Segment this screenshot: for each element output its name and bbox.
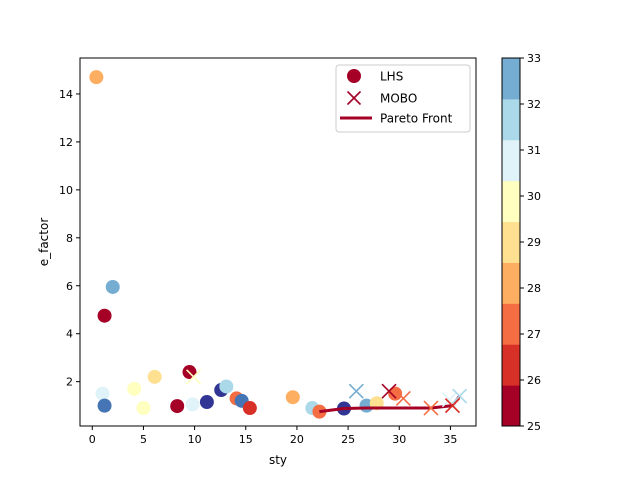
- colorbar-tick-label: 32: [527, 98, 541, 111]
- lhs-point: [105, 279, 120, 294]
- colorbar-band: [502, 221, 520, 263]
- colorbar-tick-label: 29: [527, 236, 541, 249]
- legend-mobo-label: MOBO: [380, 92, 417, 106]
- lhs-point: [219, 379, 234, 394]
- colorbar-band: [502, 344, 520, 386]
- mobo-point: [348, 383, 364, 399]
- x-axis-label: sty: [269, 453, 287, 467]
- y-tick-label: 4: [66, 328, 73, 341]
- mobo-point: [381, 383, 397, 399]
- x-axis-ticks: 0 5 10 15 20 25 30 35: [89, 426, 457, 446]
- colorbar-band: [502, 58, 520, 100]
- colorbar: 25 26 27 28 29 30 31 32 33: [501, 52, 541, 433]
- y-tick-label: 14: [59, 88, 73, 101]
- lhs-point: [136, 401, 151, 416]
- lhs-point: [170, 399, 185, 414]
- mobo-point: [423, 400, 439, 416]
- colorbar-tick-label: 25: [527, 420, 541, 433]
- x-tick-label: 20: [290, 433, 304, 446]
- legend-pareto-label: Pareto Front: [380, 112, 453, 126]
- x-tick-label: 30: [392, 433, 406, 446]
- colorbar-band: [502, 139, 520, 182]
- colorbar-band: [502, 98, 520, 141]
- y-axis-label: e_factor: [37, 218, 51, 267]
- colorbar-band: [502, 262, 520, 304]
- lhs-point: [199, 395, 214, 410]
- legend-mobo-marker: [346, 90, 362, 106]
- lhs-point: [185, 397, 200, 412]
- y-tick-label: 6: [66, 280, 73, 293]
- y-tick-label: 12: [59, 136, 73, 149]
- mobo-point: [444, 398, 461, 414]
- lhs-point: [285, 390, 300, 405]
- y-axis-ticks: 2 4 6 8 10 12 14: [59, 88, 80, 389]
- lhs-point: [97, 398, 112, 413]
- lhs-point: [147, 369, 162, 384]
- x-tick-label: 0: [89, 433, 96, 446]
- y-tick-label: 8: [66, 232, 73, 245]
- mobo-point: [395, 390, 411, 406]
- x-tick-label: 25: [341, 433, 355, 446]
- colorbar-tick-label: 26: [527, 374, 541, 387]
- x-tick-label: 5: [140, 433, 147, 446]
- lhs-point: [388, 386, 403, 401]
- legend-lhs-label: LHS: [380, 70, 403, 84]
- colorbar-tick-label: 28: [527, 282, 541, 295]
- y-tick-label: 2: [66, 376, 73, 389]
- colorbar-band: [502, 303, 520, 345]
- x-tick-label: 35: [443, 433, 457, 446]
- axes-frame: [79, 57, 477, 427]
- colorbar-tick-label: 27: [527, 328, 541, 341]
- legend-box: [335, 64, 471, 133]
- mobo-point: [452, 388, 468, 404]
- colorbar-tick-label: 33: [527, 52, 541, 65]
- colorbar-band: [502, 180, 520, 223]
- mobo-point: [186, 369, 202, 385]
- lhs-point: [242, 401, 257, 416]
- colorbar-band: [502, 385, 520, 427]
- lhs-point: [127, 381, 142, 396]
- lhs-point: [97, 308, 112, 323]
- plot-area: 0 5 10 15 20 25 30 35 2 4 6 8 10 12 14 sty e_factor: [37, 57, 477, 467]
- legend-lhs-marker: [347, 69, 361, 83]
- colorbar-tick-label: 30: [527, 190, 541, 203]
- lhs-point: [89, 70, 104, 85]
- colorbar-tick-label: 31: [527, 144, 541, 157]
- colorbar-ticks: 25 26 27 28 29 30 31 32 33: [520, 52, 541, 433]
- x-tick-label: 15: [239, 433, 253, 446]
- data-points: [89, 70, 468, 419]
- lhs-point: [95, 386, 110, 401]
- colorbar-bands: [502, 58, 520, 427]
- y-tick-label: 10: [59, 184, 73, 197]
- legend: LHS MOBO Pareto Front: [335, 64, 471, 133]
- x-tick-label: 10: [188, 433, 202, 446]
